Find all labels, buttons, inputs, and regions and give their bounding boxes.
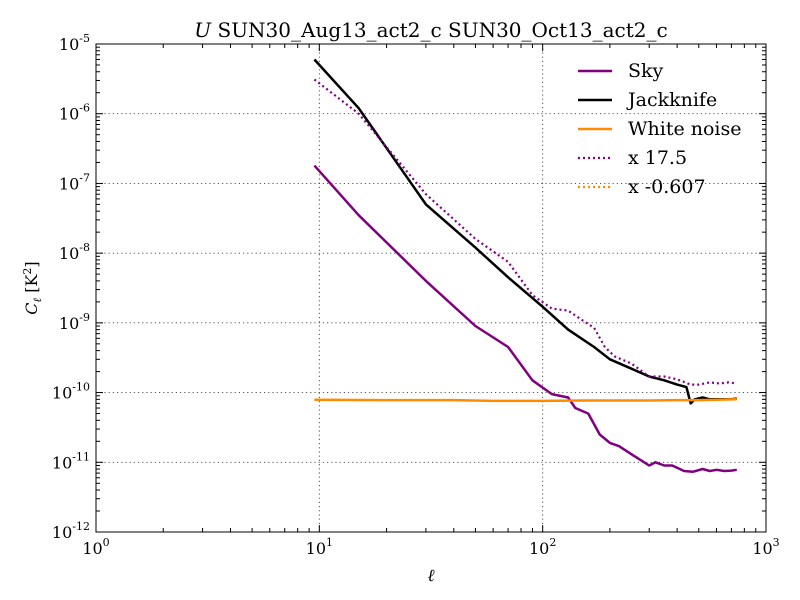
y-tick-label: 10-5 [59,32,90,54]
series-layer [313,58,737,474]
series-line-sky [313,164,737,474]
y-axis-label: Cℓ [K2] [21,261,44,314]
y-tick-label: 10-11 [52,450,90,472]
y-tick-label: 10-10 [52,381,90,403]
chart-title: U SUN30_Aug13_act2_c SUN30_Oct13_act2_c [194,18,667,42]
series-line-white-noise [314,398,737,403]
grid [96,44,766,532]
y-tick-label: 10-9 [59,311,90,333]
x-axis-label: ℓ [427,566,434,586]
plot-frame [95,43,767,533]
x-tick-label: 100 [82,536,109,558]
legend-label: x -0.607 [628,176,706,198]
y-tick-label: 10-12 [52,520,90,542]
legend-label: Jackknife [626,89,717,111]
ticks: 100 101 102 103 10-12 10-11 10-10 10-9 10-8 10-7 1… [52,32,780,558]
legend-label: White noise [628,118,742,140]
y-tick-label: 10-6 [59,102,90,124]
y-tick-label: 10-7 [59,171,90,193]
x-tick-label: 103 [752,536,779,558]
legend-label: Sky [628,60,664,82]
legend: Sky Jackknife White noise x 17.5 x -0.607 [578,60,742,198]
x-tick-label: 102 [529,536,556,558]
x-tick-label: 101 [306,536,333,558]
y-tick-label: 10-8 [59,241,90,263]
series-line-jackknife [313,58,737,405]
legend-label: x 17.5 [628,147,687,169]
